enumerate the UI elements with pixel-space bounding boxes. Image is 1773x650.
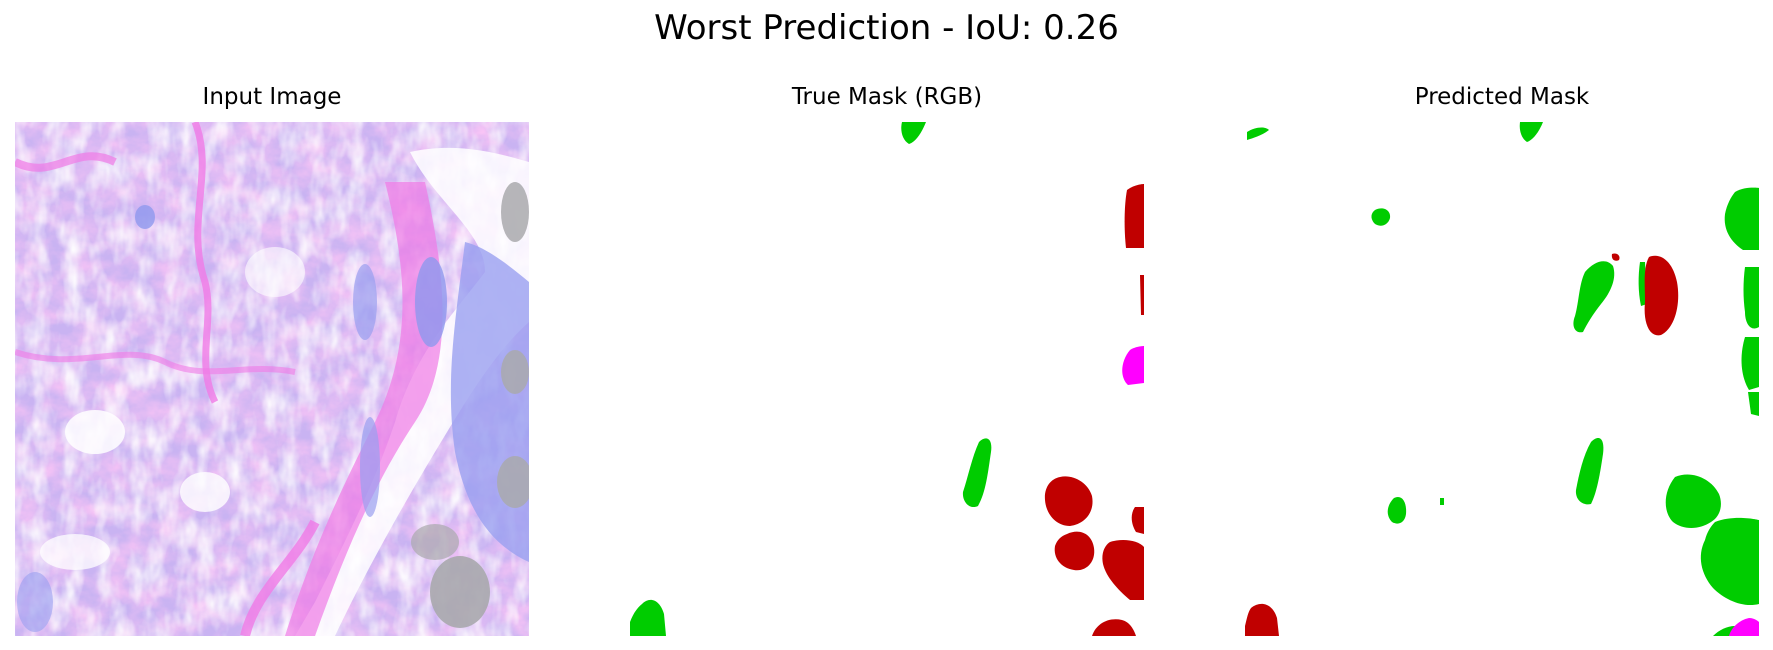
mask-region-red bbox=[1611, 253, 1620, 261]
mask-region-red bbox=[1245, 603, 1279, 636]
mask-region-green bbox=[1387, 496, 1407, 524]
tissue-blue-blob bbox=[353, 264, 377, 340]
tissue-blue-blob bbox=[17, 572, 53, 632]
tissue-white-patch bbox=[245, 247, 305, 297]
mask-region-green bbox=[1748, 392, 1759, 416]
predicted-mask-title: Predicted Mask bbox=[1414, 84, 1590, 110]
mask-region-green bbox=[1713, 626, 1735, 636]
tissue-white-patch bbox=[65, 410, 125, 454]
mask-region-green bbox=[1700, 517, 1759, 606]
mask-region-red bbox=[1644, 255, 1679, 336]
input-image bbox=[15, 122, 529, 636]
mask-region-red bbox=[1054, 531, 1095, 571]
tissue-pink-strand bbox=[15, 349, 296, 375]
mask-region-red bbox=[1124, 184, 1144, 248]
tissue-white-patch bbox=[180, 472, 230, 512]
tissue-pink-band bbox=[285, 182, 443, 636]
tissue-white-patch bbox=[40, 534, 110, 570]
mask-region-green bbox=[1573, 261, 1615, 333]
mask-region-red bbox=[1102, 539, 1144, 600]
predicted-mask bbox=[1245, 122, 1759, 636]
mask-region-green bbox=[901, 122, 926, 144]
mask-region-green bbox=[1519, 122, 1543, 142]
mask-region-green bbox=[1575, 438, 1604, 505]
tissue-grey-spot bbox=[497, 456, 529, 508]
figure-title: Worst Prediction - IoU: 0.26 bbox=[654, 8, 1119, 48]
mask-region-magenta bbox=[1729, 618, 1759, 636]
mask-region-green bbox=[1440, 498, 1444, 505]
mask-region-green bbox=[1638, 262, 1647, 306]
mask-region-green bbox=[1724, 187, 1759, 250]
tissue-pink-strand bbox=[240, 519, 320, 636]
mask-region-red bbox=[1131, 507, 1144, 534]
mask-region-green bbox=[1665, 474, 1721, 528]
tissue-grey-spot bbox=[501, 350, 529, 394]
tissue-blue-blob bbox=[135, 205, 155, 229]
tissue-blue-blob bbox=[415, 257, 447, 347]
mask-region-green bbox=[962, 438, 992, 508]
tissue-pink-strand bbox=[15, 152, 117, 172]
tissue-grey-spot bbox=[411, 524, 459, 560]
tissue-grey-spot bbox=[430, 556, 490, 628]
input-image-title: Input Image bbox=[202, 84, 342, 110]
true-mask-panel bbox=[630, 122, 1144, 636]
true-mask-title: True Mask (RGB) bbox=[791, 84, 983, 110]
mask-region-red bbox=[1044, 476, 1093, 526]
mask-region-green bbox=[1247, 127, 1269, 140]
predicted-mask-panel bbox=[1245, 122, 1759, 636]
tissue-pink-strand bbox=[191, 122, 219, 404]
mask-region-red bbox=[1092, 619, 1136, 636]
mask-region-magenta bbox=[1122, 346, 1144, 385]
input-image-panel bbox=[15, 122, 529, 636]
mask-region-red bbox=[1140, 275, 1144, 315]
mask-region-green bbox=[1743, 267, 1759, 329]
mask-region-green bbox=[630, 599, 666, 636]
mask-region-green bbox=[1371, 208, 1391, 226]
tissue-grey-spot bbox=[501, 182, 529, 242]
tissue-blue-blob bbox=[360, 417, 380, 517]
mask-region-green bbox=[1741, 337, 1759, 390]
true-mask bbox=[630, 122, 1144, 636]
